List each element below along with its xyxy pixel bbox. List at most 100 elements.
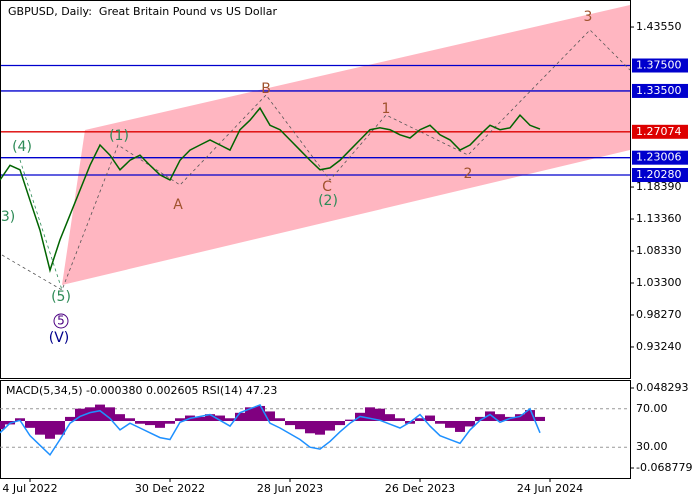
level-label: 1.33500 xyxy=(636,84,682,97)
x-tick-label: 30 Dec 2022 xyxy=(135,482,205,495)
wave-label: 3) xyxy=(1,209,15,225)
wave-label: 2 xyxy=(464,166,473,182)
y-tick-label: 0.048293 xyxy=(636,381,689,394)
macd-bar xyxy=(45,421,55,439)
macd-bar xyxy=(295,421,305,430)
macd-bar xyxy=(465,421,475,427)
y2-tick-label: 70.00 xyxy=(636,402,668,415)
macd-bar xyxy=(25,421,35,428)
macd-bar xyxy=(335,421,345,426)
level-box xyxy=(632,168,688,183)
macd-bar xyxy=(175,418,185,422)
wave-label: B xyxy=(261,81,271,97)
macd-bar xyxy=(165,421,175,424)
y-tick-label: 1.08330 xyxy=(636,244,682,257)
macd-bar xyxy=(385,414,395,422)
level-label: 1.20280 xyxy=(636,168,682,181)
macd-bar xyxy=(305,421,315,434)
macd-bar xyxy=(315,421,325,435)
rsi-line xyxy=(0,404,541,457)
macd-bar xyxy=(285,421,295,426)
macd-bar xyxy=(55,421,65,435)
chart-title: GBPUSD, Daily: Great Britain Pound vs US… xyxy=(8,5,277,18)
macd-bar xyxy=(515,414,525,422)
main-frame xyxy=(0,0,631,379)
y-tick-label: 1.43550 xyxy=(636,20,682,33)
y-tick-label: 1.18390 xyxy=(636,180,682,193)
price-line xyxy=(0,106,541,273)
macd-bar xyxy=(125,418,135,422)
macd-bar xyxy=(535,416,545,422)
macd-bar xyxy=(445,421,455,428)
wave-circle xyxy=(53,313,69,329)
level-label: 1.37500 xyxy=(636,59,682,72)
x-tick-label: 4 Jul 2022 xyxy=(2,482,57,495)
level-box xyxy=(632,124,688,139)
wave-label: (1) xyxy=(109,128,129,144)
x-tick-label: 24 Jun 2024 xyxy=(517,482,583,495)
macd-bar xyxy=(495,414,505,422)
macd-bar xyxy=(135,421,145,424)
level-box xyxy=(632,58,688,73)
x-tick-label: 26 Dec 2023 xyxy=(385,482,455,495)
wave-label: (2) xyxy=(318,193,338,209)
macd-bar xyxy=(425,415,435,422)
macd-bar xyxy=(115,414,125,422)
macd-bar xyxy=(195,416,205,422)
macd-bar xyxy=(215,415,225,422)
macd-bar xyxy=(475,416,485,422)
y-tick-label: 1.03300 xyxy=(636,276,682,289)
macd-bar xyxy=(235,412,245,422)
wave-label: A xyxy=(173,197,183,213)
wave-label: (4) xyxy=(12,139,32,155)
wave-path xyxy=(19,159,63,291)
levels: 1.37500 1.33500 1.27074 1.23006 1.20280 xyxy=(0,59,688,183)
macd-bar xyxy=(0,421,5,430)
x-tick-label: 28 Jun 2023 xyxy=(257,482,323,495)
macd-bar xyxy=(345,419,355,422)
macd-bar xyxy=(275,418,285,422)
macd-bar xyxy=(95,404,105,422)
y-tick-label: 0.98270 xyxy=(636,308,682,321)
y2-tick-label: 30.00 xyxy=(636,440,668,453)
macd-bar xyxy=(415,418,425,422)
macd-bar xyxy=(375,408,385,422)
level-box xyxy=(632,150,688,165)
macd-bar xyxy=(145,421,155,426)
channel xyxy=(62,5,630,285)
macd-bar xyxy=(365,407,375,422)
wave-label: (V) xyxy=(49,330,70,346)
macd-bar xyxy=(65,416,75,422)
macd-bar xyxy=(155,421,165,428)
indicator-title: MACD(5,34,5) -0.000380 0.002605 RSI(14) … xyxy=(6,384,277,397)
wave-label: 1 xyxy=(382,101,391,117)
macd-bar xyxy=(85,407,95,422)
macd-bar xyxy=(245,407,255,422)
macd-bar xyxy=(265,411,275,422)
macd-bar xyxy=(485,411,495,422)
macd-bar xyxy=(75,408,85,422)
macd-bar xyxy=(105,407,115,422)
y-tick-label: 1.13360 xyxy=(636,212,682,225)
macd-bar xyxy=(525,410,535,422)
level-label: 1.27074 xyxy=(636,125,682,138)
wave-label: 3 xyxy=(584,9,593,25)
wave-label: 5 xyxy=(57,314,65,328)
level-label: 1.23006 xyxy=(636,151,682,164)
y-tick-label: -0.068779 xyxy=(636,461,692,474)
macd-bar xyxy=(225,418,235,422)
macd-bar xyxy=(35,421,45,435)
wave-label: C xyxy=(322,179,332,195)
wave-label: (5) xyxy=(51,289,71,305)
level-box xyxy=(632,83,688,98)
macd-bar xyxy=(395,418,405,422)
macd-bar xyxy=(435,421,445,424)
macd-bar xyxy=(255,405,265,422)
macd-bar xyxy=(325,421,335,431)
macd-bar xyxy=(205,414,215,422)
wave-path xyxy=(1,29,631,291)
y-tick-label: 0.93240 xyxy=(636,340,682,353)
macd-bar xyxy=(455,421,465,432)
